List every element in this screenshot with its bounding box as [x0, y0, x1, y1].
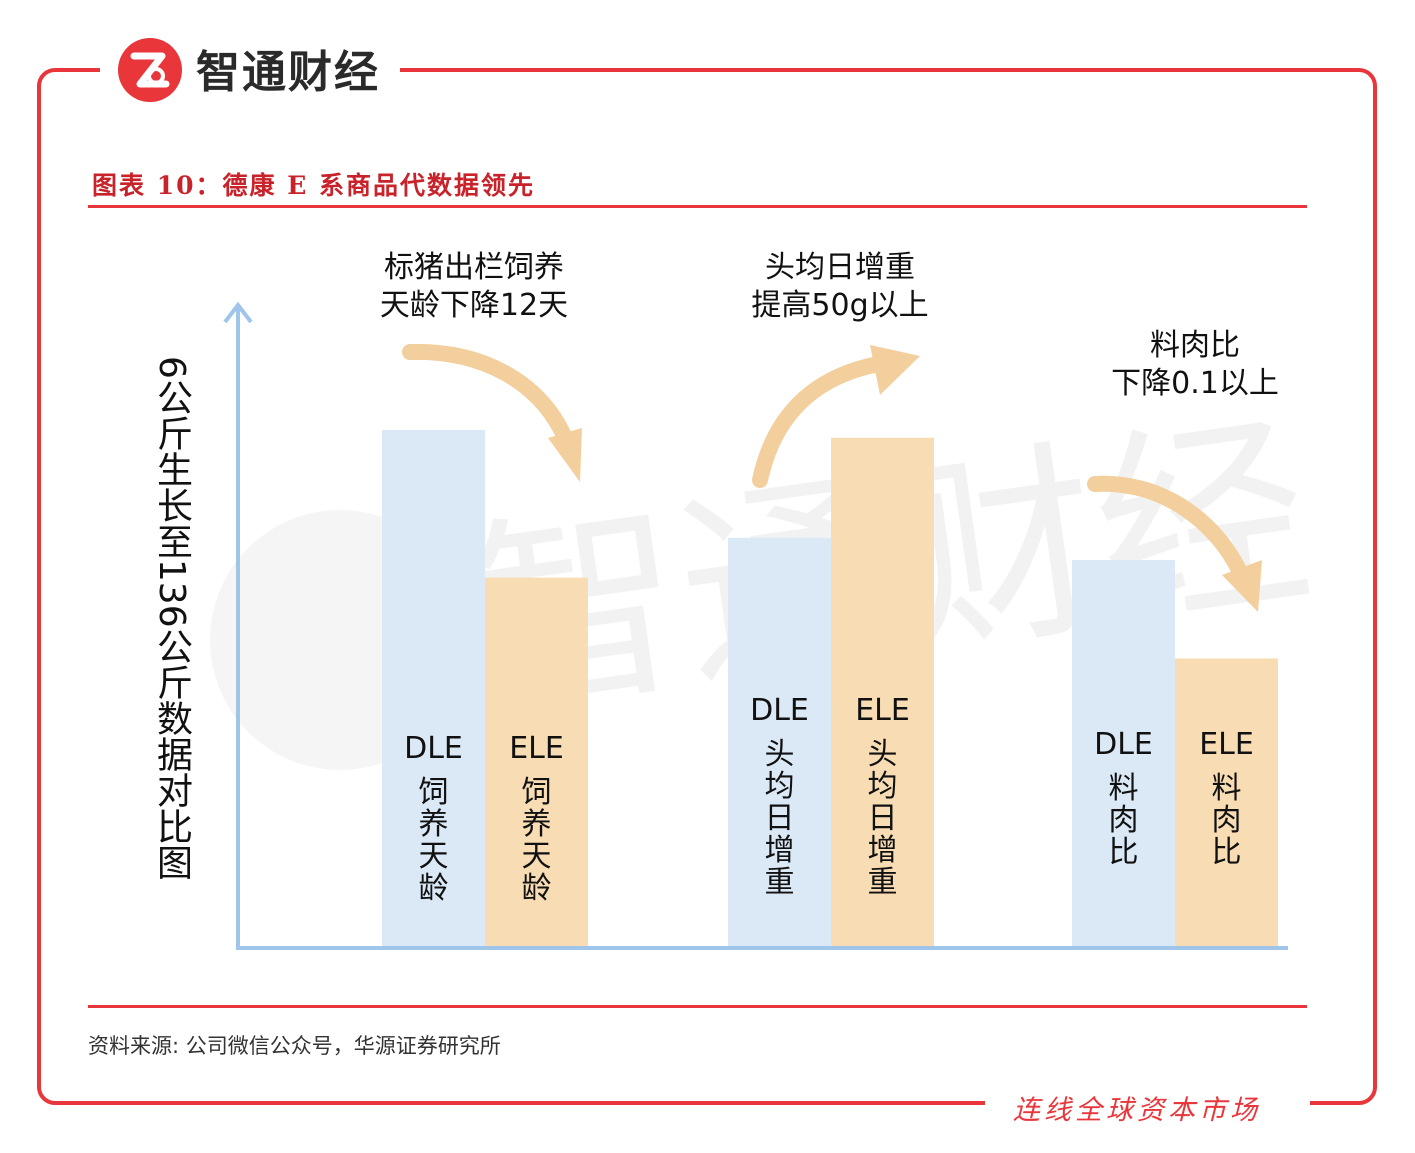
source-note: 资料来源: 公司微信公众号，华源证券研究所 — [88, 1034, 501, 1058]
bar-label: 头 — [868, 737, 898, 772]
annotation-text: 标猪出栏饲养 — [384, 250, 564, 285]
bar-ele-2 — [831, 437, 934, 948]
annotation-text: 料肉比 — [1150, 328, 1240, 363]
bar-label: 天 — [522, 839, 552, 874]
annotation-text: 下降0.1以上 — [1111, 366, 1279, 401]
annotation-text: 天龄下降12天 — [380, 288, 568, 323]
bar-label: 龄 — [419, 871, 449, 906]
bar-label: 均 — [765, 769, 795, 804]
bar-label: 比 — [1212, 835, 1242, 870]
bar-label: 饲 — [419, 775, 449, 810]
bar-label: 料 — [1109, 771, 1139, 806]
chart-frame — [37, 68, 1377, 1105]
bar-label: 龄 — [522, 871, 552, 906]
bar-label: 日 — [765, 801, 795, 836]
bar-ele-1 — [485, 577, 588, 948]
bar-label: DLE — [404, 731, 463, 766]
arrow-head-icon — [870, 345, 920, 395]
brand-slogan: 连线全球资本市场 — [1013, 1095, 1261, 1126]
bar-label: 日 — [868, 801, 898, 836]
bar-label: 头 — [765, 737, 795, 772]
trend-arrow-2-icon — [752, 354, 898, 488]
bar-ele-3 — [1175, 658, 1278, 948]
bar-label: 料 — [1212, 771, 1242, 806]
bar-label: 增 — [765, 833, 795, 868]
bar-label: 均 — [868, 769, 898, 804]
zhitong-logo-icon — [118, 38, 182, 102]
frame-gap-bottom — [985, 1090, 1310, 1120]
bar-label: DLE — [750, 693, 809, 728]
bar-label: 肉 — [1212, 803, 1242, 838]
bar-dle-1 — [382, 430, 485, 948]
trend-arrow-1-icon — [402, 343, 574, 448]
bar-dle-2 — [728, 537, 831, 948]
annotation-text: 头均日增重 — [765, 250, 915, 285]
brand-name: 智通财经 — [196, 47, 380, 98]
bar-label: 养 — [522, 807, 552, 842]
bar-dle-3 — [1072, 560, 1175, 948]
bar-label: 重 — [868, 865, 898, 900]
bar-label: 重 — [765, 865, 795, 900]
bar-label: 肉 — [1109, 803, 1139, 838]
bar-label: 饲 — [522, 775, 552, 810]
y-axis-label: 6公斤生长至136公斤数据对比图 — [151, 356, 192, 880]
bar-label: 增 — [868, 833, 898, 868]
arrow-head-icon — [1222, 560, 1262, 612]
bar-label: DLE — [1094, 727, 1153, 762]
y-axis-arrow-icon — [223, 301, 253, 324]
annotation-text: 提高50g以上 — [751, 288, 928, 323]
title-divider — [88, 205, 1307, 208]
bar-label: ELE — [855, 693, 910, 728]
trend-arrow-3-icon — [1087, 475, 1248, 580]
bar-label: ELE — [1199, 727, 1254, 762]
figure-title: 图表 10：德康 E 系商品代数据领先 — [92, 171, 535, 200]
bar-label: 天 — [419, 839, 449, 874]
bar-label: 比 — [1109, 835, 1139, 870]
arrow-head-icon — [548, 428, 582, 482]
bar-label: 养 — [419, 807, 449, 842]
source-divider — [88, 1005, 1307, 1008]
bar-label: ELE — [509, 731, 564, 766]
